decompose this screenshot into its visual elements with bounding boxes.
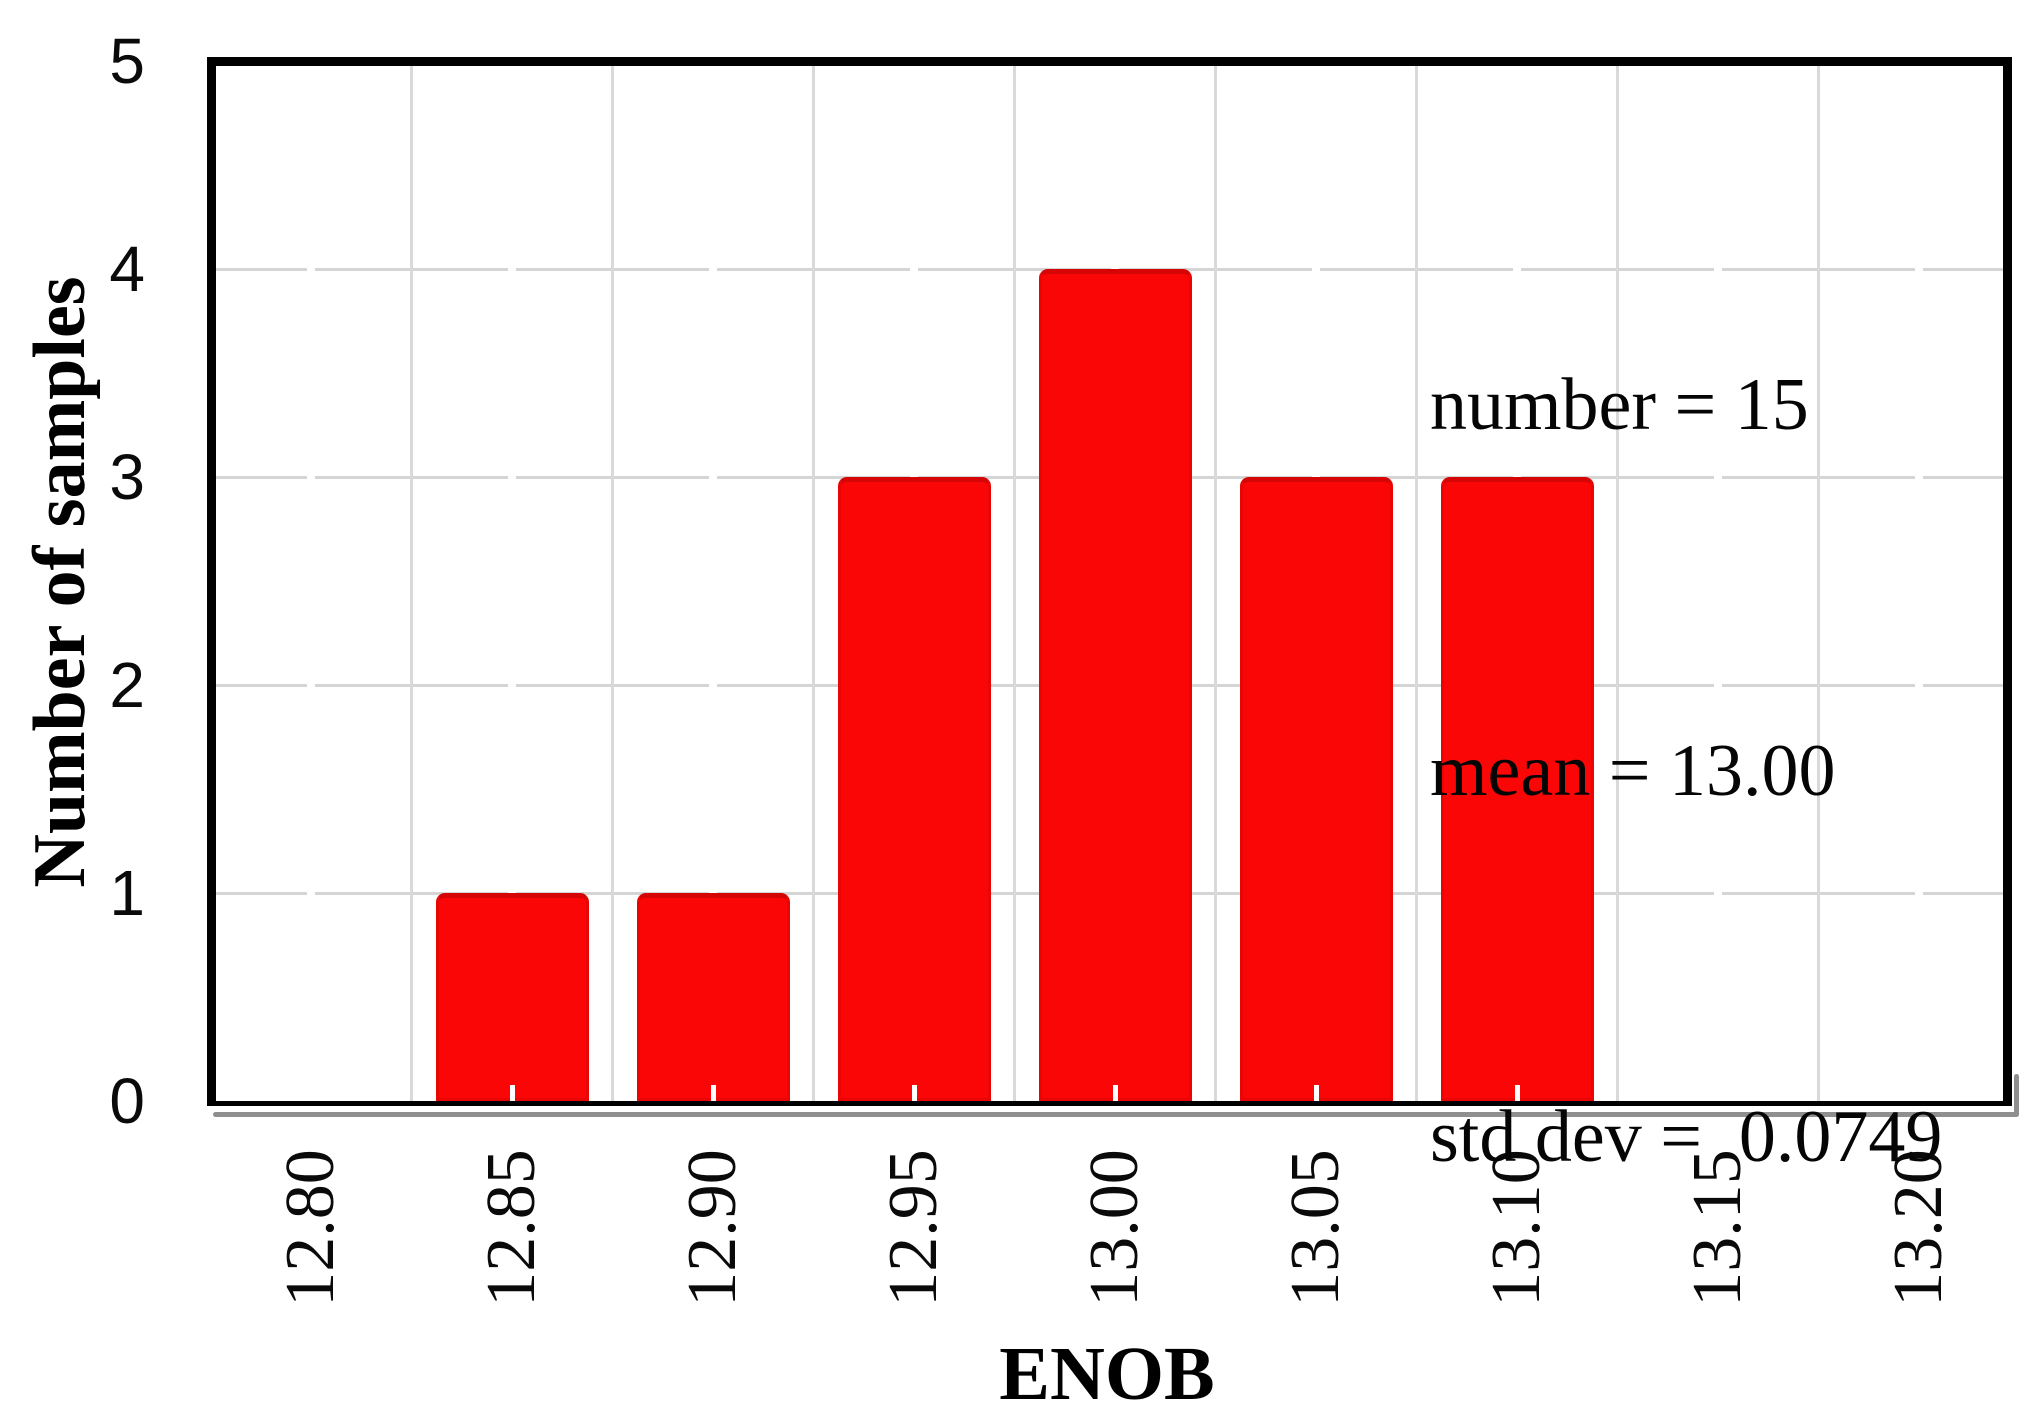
histogram-bar: [435, 893, 589, 1101]
x-axis-inner-tick: [911, 1085, 917, 1101]
gridline-major-gap: [1915, 66, 1923, 1101]
x-tick-label: 13.00: [1076, 1149, 1153, 1307]
gridline-major-gap: [709, 66, 717, 1101]
x-axis-title: ENOB: [999, 1332, 1215, 1416]
stats-annotation: number = 15 mean = 13.00 std dev = 0.074…: [1430, 100, 1942, 1423]
stat-number: number = 15: [1430, 364, 1809, 446]
x-axis-inner-tick: [1916, 1085, 1922, 1101]
x-tick-label: 13.05: [1277, 1149, 1354, 1307]
x-axis-inner-tick: [1112, 1085, 1118, 1101]
y-tick-label: 4: [109, 233, 145, 305]
histogram-bar: [636, 893, 790, 1101]
gridline-vertical: [1616, 66, 1619, 1101]
histogram-bar: [1038, 269, 1192, 1101]
plot-frame-shadow-bottom: [213, 1112, 2019, 1117]
gridline-vertical: [611, 66, 614, 1101]
gridline-vertical: [410, 66, 413, 1101]
x-tick-label: 12.80: [272, 1149, 349, 1307]
gridline-vertical: [1415, 66, 1418, 1101]
x-tick-label: 12.90: [674, 1149, 751, 1307]
plot-area: [216, 66, 2003, 1101]
histogram-bar: [1440, 477, 1594, 1101]
gridline-major-gap: [307, 66, 315, 1101]
x-axis-inner-tick: [710, 1085, 716, 1101]
histogram-bar: [1239, 477, 1393, 1101]
stat-mean: mean = 13.00: [1430, 730, 1836, 812]
x-axis-inner-tick: [1313, 1085, 1319, 1101]
plot-frame-shadow-right: [2014, 1074, 2019, 1116]
stat-std-dev: std dev = 0.0749: [1430, 1096, 1943, 1178]
y-tick-label: 2: [109, 649, 145, 721]
y-axis-title: Number of samples: [19, 276, 101, 888]
x-axis-inner-tick: [1514, 1085, 1520, 1101]
gridline-vertical: [812, 66, 815, 1101]
x-axis-inner-tick: [1715, 1085, 1721, 1101]
y-tick-label: 0: [109, 1065, 145, 1137]
y-tick-label: 5: [109, 25, 145, 97]
gridline-vertical: [1214, 66, 1217, 1101]
x-tick-label: 12.95: [875, 1149, 952, 1307]
y-tick-label: 3: [109, 441, 145, 513]
x-axis-inner-tick: [509, 1085, 515, 1101]
x-axis-inner-tick: [308, 1085, 314, 1101]
histogram-bar: [837, 477, 991, 1101]
y-tick-label: 1: [109, 857, 145, 929]
gridline-vertical: [1817, 66, 1820, 1101]
x-tick-label: 12.85: [473, 1149, 550, 1307]
gridline-vertical: [1013, 66, 1016, 1101]
gridline-major-gap: [1714, 66, 1722, 1101]
gridline-major-gap: [508, 66, 516, 1101]
